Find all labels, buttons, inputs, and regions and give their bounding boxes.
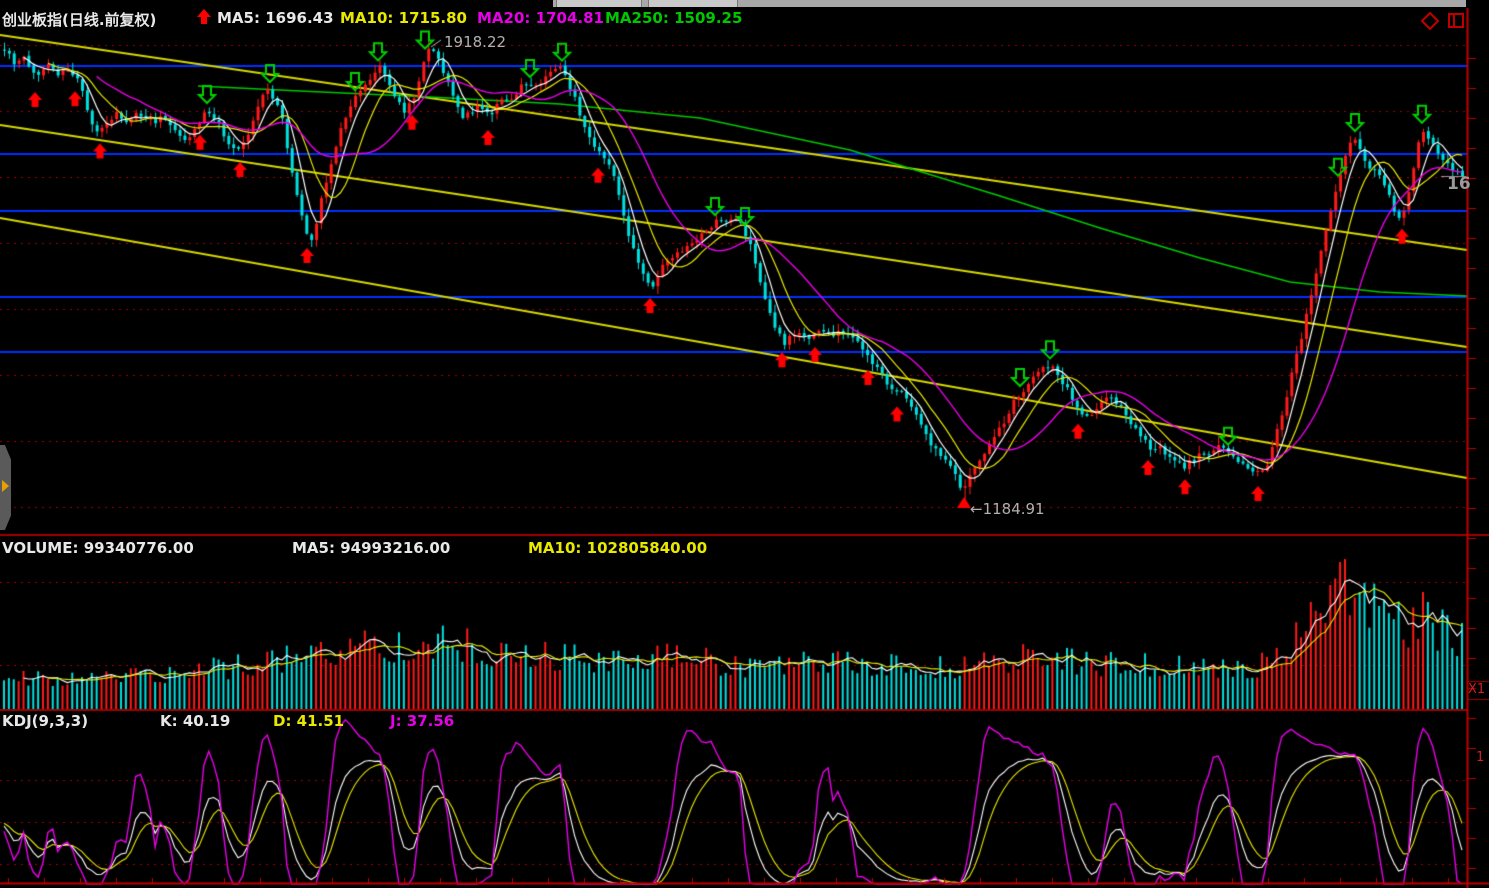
ma250-value: MA250: 1509.25 — [605, 9, 743, 27]
kdj-j-value: J: 37.56 — [390, 712, 455, 730]
expand-arrow-icon — [2, 480, 9, 492]
diamond-icon[interactable] — [1420, 11, 1440, 31]
volume-ma5-value: MA5: 94993216.00 — [292, 539, 451, 557]
kdj-axis-partial-label: 1 — [1476, 750, 1485, 765]
background-tab[interactable] — [556, 0, 642, 7]
window-tab-strip — [553, 0, 1466, 7]
volume-ma10-value: MA10: 102805840.00 — [528, 539, 708, 557]
kdj-indicator-label: KDJ(9,3,3) — [2, 712, 89, 730]
kdj-k-value: K: 40.19 — [160, 712, 231, 730]
last-price-axis-label: 16 — [1447, 174, 1471, 194]
kdj-d-value: D: 41.51 — [273, 712, 345, 730]
split-window-icon[interactable] — [1447, 12, 1465, 29]
trend-up-arrow-icon — [197, 9, 211, 24]
background-tab[interactable] — [648, 0, 738, 7]
sidebar-expand-button[interactable] — [0, 445, 11, 530]
low-price-label: ←1184.91 — [970, 500, 1045, 518]
time-multiplier-label: X1 — [1468, 682, 1486, 697]
volume-value: VOLUME: 99340776.00 — [2, 539, 194, 557]
ma10-value: MA10: 1715.80 — [340, 9, 467, 27]
high-price-label: 1918.22 — [444, 33, 507, 51]
ma20-value: MA20: 1704.81 — [477, 9, 604, 27]
instrument-title: 创业板指(日线.前复权) — [2, 11, 157, 29]
ma5-value: MA5: 1696.43 — [217, 9, 334, 27]
